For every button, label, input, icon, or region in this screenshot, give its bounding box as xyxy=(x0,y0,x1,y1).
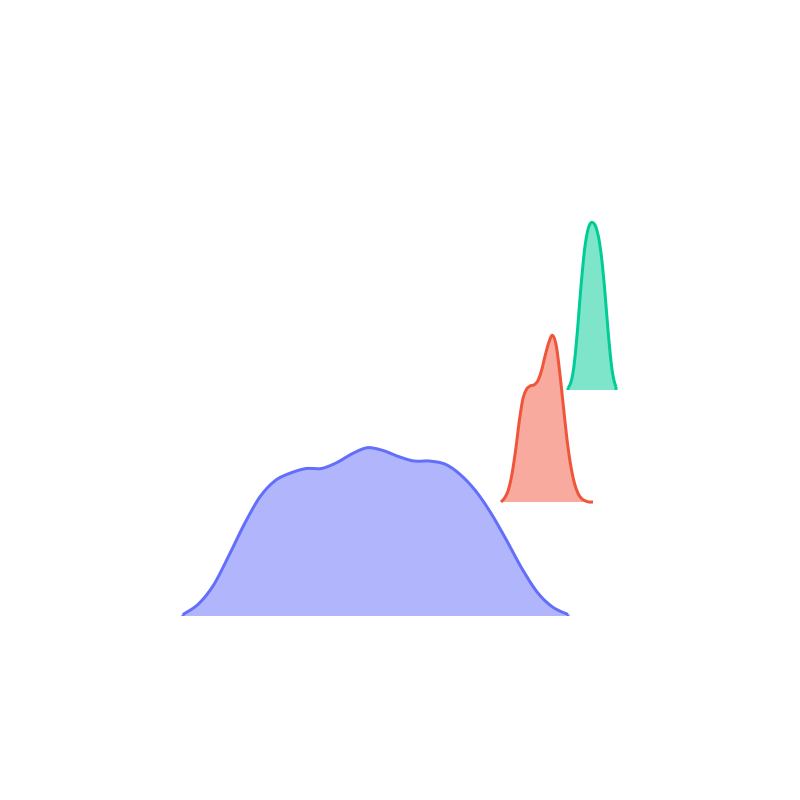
ridge-2 xyxy=(499,333,594,504)
ridge-1 xyxy=(181,446,570,616)
ridges-group xyxy=(181,220,618,616)
ridge-1-line xyxy=(182,446,569,616)
ridge-1-area xyxy=(183,447,568,616)
ridge-3-area xyxy=(568,222,616,390)
ridge-2-line xyxy=(499,333,594,504)
ridge-3 xyxy=(566,220,618,390)
ridge-3-line xyxy=(566,220,618,389)
ridge-2-area xyxy=(501,335,593,503)
